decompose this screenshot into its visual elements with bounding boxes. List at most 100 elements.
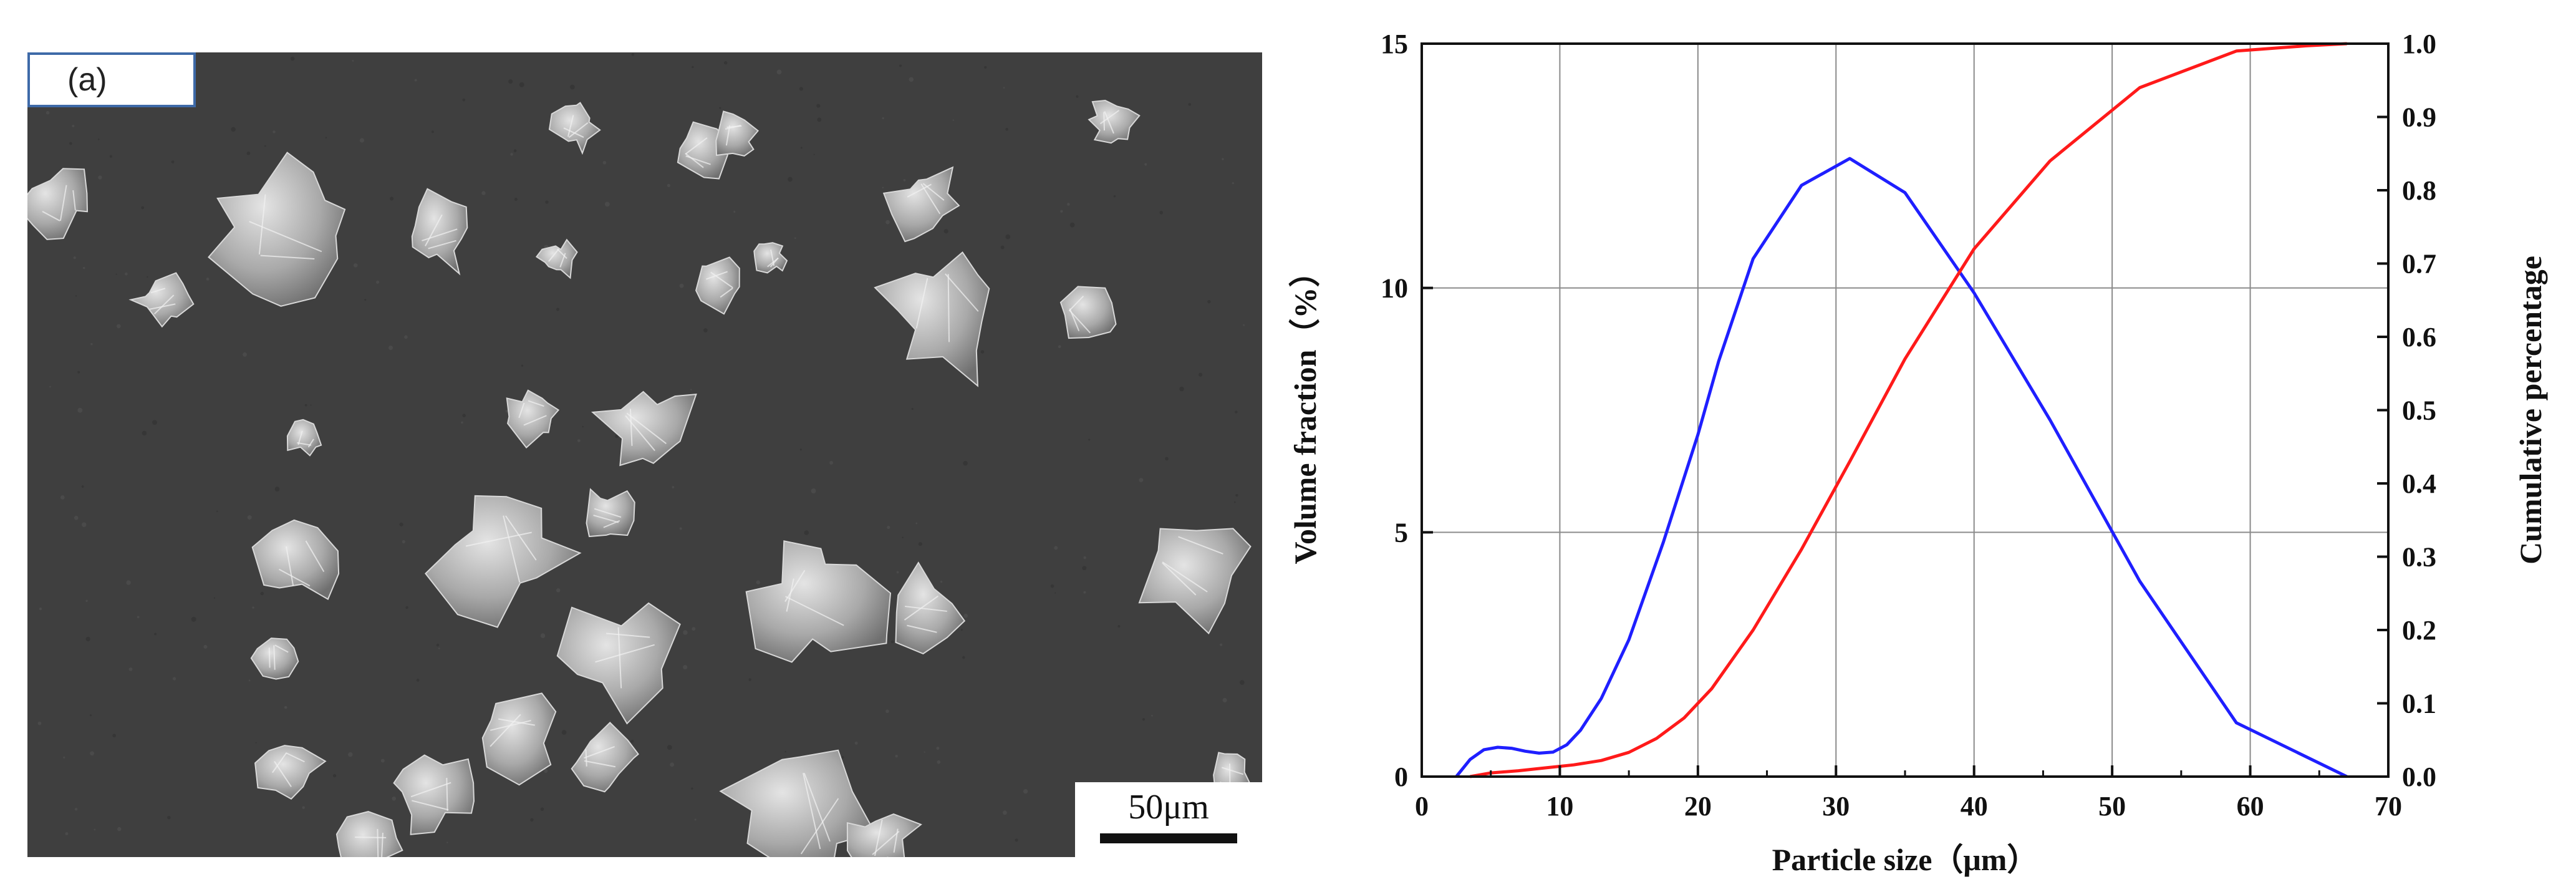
particle xyxy=(895,561,966,655)
background-speck xyxy=(1142,718,1146,721)
particle-facet xyxy=(307,439,314,448)
background-speck xyxy=(332,773,337,778)
background-speck xyxy=(667,745,672,750)
background-speck xyxy=(733,210,736,213)
particle xyxy=(586,488,635,538)
background-speck xyxy=(703,328,708,332)
particle-facet xyxy=(1178,536,1223,555)
background-speck xyxy=(405,606,408,609)
background-speck xyxy=(191,616,196,622)
background-speck xyxy=(540,807,544,812)
background-speck xyxy=(1058,345,1061,349)
background-speck xyxy=(556,588,561,593)
background-speck xyxy=(540,633,546,638)
background-speck xyxy=(915,522,918,525)
particle xyxy=(208,152,346,307)
background-speck xyxy=(799,448,802,451)
background-speck xyxy=(513,149,517,153)
particle-facet xyxy=(568,122,589,138)
background-speck xyxy=(446,841,448,843)
particle xyxy=(535,238,578,279)
particle-facet xyxy=(1162,561,1208,593)
particle-facet xyxy=(59,185,67,221)
background-speck xyxy=(1159,210,1164,215)
background-speck xyxy=(172,677,176,681)
particle-facet xyxy=(629,409,633,446)
background-speck xyxy=(882,187,884,189)
background-speck xyxy=(895,754,898,758)
axis-ticks: 0 10 20 30 40 50 60 70 0 5 10 15 0.0 0.1 0.2 0.3 0.4 0.5 0… xyxy=(1381,29,2436,822)
x-axis-title: Particle size（μm） xyxy=(1772,842,2038,877)
particle-facet xyxy=(803,772,831,842)
background-speck xyxy=(85,636,90,642)
background-speck xyxy=(60,495,65,500)
particle-facet xyxy=(1069,309,1091,334)
background-speck xyxy=(692,65,694,69)
particle xyxy=(506,389,560,448)
particle-facet xyxy=(872,831,900,855)
background-speck xyxy=(388,346,393,351)
particle xyxy=(1138,528,1252,635)
background-speck xyxy=(248,679,251,682)
background-speck xyxy=(890,640,894,644)
background-speck xyxy=(206,278,210,281)
background-speck xyxy=(352,60,354,62)
background-speck xyxy=(1165,457,1169,461)
background-speck xyxy=(899,64,902,67)
background-speck xyxy=(1015,838,1018,842)
background-speck xyxy=(247,515,252,520)
background-speck xyxy=(794,237,796,240)
particle-facet xyxy=(893,828,899,853)
particle xyxy=(254,745,327,800)
particle xyxy=(719,749,876,857)
background-speck xyxy=(902,536,904,538)
background-speck xyxy=(310,404,312,406)
background-speck xyxy=(679,527,682,530)
background-speck xyxy=(1023,789,1028,794)
particle-facet xyxy=(72,190,76,211)
background-speck xyxy=(1219,643,1223,646)
background-speck xyxy=(252,606,254,609)
particle-facet xyxy=(593,515,619,523)
background-speck xyxy=(137,616,140,619)
y-right-tick-label: 0.6 xyxy=(2402,322,2436,352)
background-speck xyxy=(667,183,671,187)
background-speck xyxy=(811,488,816,493)
background-speck xyxy=(551,423,553,425)
background-speck xyxy=(126,580,131,585)
background-speck xyxy=(1054,592,1056,594)
particle xyxy=(591,390,697,467)
background-speck xyxy=(1222,697,1227,703)
y-right-tick-label: 0.2 xyxy=(2402,615,2436,646)
background-speck xyxy=(1199,372,1203,377)
background-speck xyxy=(90,751,95,756)
particle-facet xyxy=(584,760,616,768)
background-speck xyxy=(1207,300,1211,304)
background-speck xyxy=(63,756,65,759)
particle-facet xyxy=(945,273,979,312)
y-right-tick-label: 0.4 xyxy=(2402,468,2436,499)
x-tick-label: 0 xyxy=(1415,791,1429,822)
plot-frame xyxy=(1421,42,2390,778)
background-speck xyxy=(530,818,534,822)
background-speck xyxy=(152,420,157,425)
particle-facet xyxy=(710,271,733,289)
x-tick-label: 10 xyxy=(1546,791,1573,822)
y-left-tick-label: 10 xyxy=(1381,273,1408,304)
background-speck xyxy=(854,741,858,745)
particle-facet xyxy=(725,125,731,146)
particle xyxy=(286,419,322,457)
background-speck xyxy=(980,350,985,354)
background-speck xyxy=(1005,127,1008,131)
scale-bar xyxy=(1100,833,1237,843)
background-speck xyxy=(376,280,380,284)
particle-facet xyxy=(498,718,535,726)
x-tick-label: 40 xyxy=(1961,791,1988,822)
background-speck xyxy=(841,755,844,759)
particle-facet xyxy=(1104,111,1114,134)
particle-facet xyxy=(874,819,883,856)
background-speck xyxy=(692,627,696,631)
background-speck xyxy=(75,295,77,297)
particle-facet xyxy=(720,288,733,298)
background-speck xyxy=(1188,103,1191,106)
